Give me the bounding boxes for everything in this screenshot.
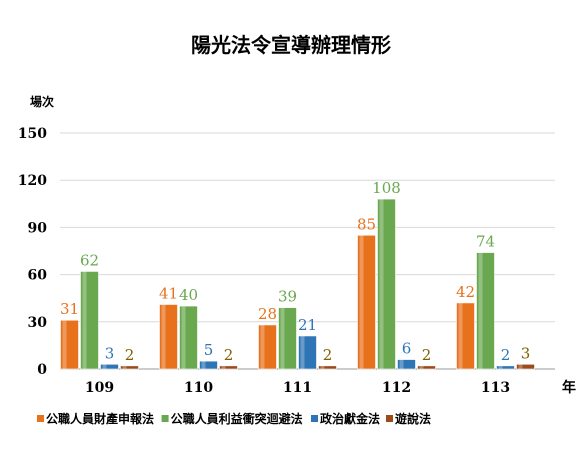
bar — [219, 365, 238, 370]
chart-title: 陽光法令宣導辦理情形 — [191, 33, 391, 57]
data-label: 2 — [501, 346, 511, 364]
data-label: 108 — [372, 179, 401, 197]
bar-highlight — [280, 307, 285, 369]
bar — [80, 271, 99, 370]
legend-entry: 遊說法 — [395, 411, 431, 426]
y-tick-label: 150 — [18, 126, 47, 142]
bar — [120, 365, 139, 370]
legend-swatch — [161, 415, 169, 422]
x-tick-label: 113 — [481, 380, 510, 396]
y-tick-label: 30 — [28, 315, 48, 331]
bar-highlight — [102, 364, 107, 369]
legend-swatch — [37, 415, 44, 422]
data-label: 2 — [125, 346, 135, 364]
bar-highlight — [419, 365, 424, 369]
bar — [298, 335, 317, 370]
data-label: 40 — [179, 286, 198, 304]
bar — [476, 252, 495, 370]
bar — [159, 304, 178, 370]
data-label: 2 — [224, 346, 234, 364]
bar-highlight — [201, 361, 206, 369]
data-label: 74 — [476, 233, 495, 251]
data-label: 42 — [456, 283, 475, 301]
bar-highlight — [260, 324, 265, 369]
legend-entry: 公職人員財產申報法 — [46, 411, 154, 426]
bar-highlight — [82, 271, 87, 369]
bar-highlight — [181, 306, 186, 369]
bar-highlight — [300, 335, 305, 369]
data-label: 41 — [159, 284, 178, 302]
data-label: 31 — [60, 300, 79, 318]
legend-swatch — [386, 415, 393, 422]
bar-highlight — [399, 359, 404, 369]
bar-highlight — [458, 302, 463, 369]
bar — [377, 198, 396, 370]
y-tick-labels: 0 30 60 90 120 150 — [18, 126, 47, 378]
data-label: 85 — [357, 215, 376, 233]
y-tick-label: 60 — [28, 268, 48, 284]
bar-highlight — [122, 365, 127, 369]
bar — [100, 363, 119, 370]
data-label: 6 — [402, 340, 412, 358]
bar-highlight — [221, 365, 226, 369]
data-label: 3 — [521, 344, 531, 362]
bars — [60, 198, 535, 370]
bar-highlight — [478, 252, 483, 369]
bar — [258, 324, 277, 370]
y-tick-label: 120 — [18, 173, 47, 189]
bar — [199, 360, 218, 370]
legend-entry: 政治獻金法 — [320, 411, 380, 426]
y-axis-label: 場次 — [30, 94, 54, 109]
bar — [417, 365, 436, 370]
bar — [278, 307, 297, 370]
legend-swatch — [311, 415, 318, 422]
legend-entry: 公職人員利益衝突迴避法 — [171, 411, 303, 426]
data-label: 62 — [80, 251, 99, 269]
bar-highlight — [498, 365, 503, 369]
bar-highlight — [518, 364, 523, 369]
data-label: 2 — [323, 346, 333, 364]
x-tick-label: 111 — [283, 380, 312, 396]
bar-highlight — [62, 320, 67, 369]
y-tick-label: 0 — [37, 362, 47, 378]
bar — [357, 234, 376, 370]
x-tick-label: 110 — [184, 380, 213, 396]
bar — [60, 319, 79, 370]
data-label: 21 — [298, 316, 317, 334]
data-label: 28 — [258, 305, 277, 323]
bar — [318, 365, 337, 370]
bar — [456, 302, 475, 370]
bar — [516, 363, 535, 370]
bar — [179, 305, 198, 370]
x-tick-label: 109 — [85, 380, 114, 396]
x-tick-labels: 109 110 111 112 113 — [85, 380, 510, 396]
bar-highlight — [161, 304, 166, 369]
bar — [496, 365, 515, 370]
data-label: 5 — [204, 341, 214, 359]
data-label: 2 — [422, 346, 432, 364]
x-axis-label: 年 — [562, 379, 576, 396]
bar — [397, 359, 416, 370]
data-label: 39 — [278, 288, 297, 306]
bar-highlight — [320, 365, 325, 369]
y-tick-label: 90 — [28, 220, 48, 236]
legend: 公職人員財產申報法 公職人員利益衝突迴避法 政治獻金法 遊說法 — [37, 411, 431, 426]
bar-highlight — [359, 235, 364, 369]
x-tick-label: 112 — [382, 380, 411, 396]
data-label: 3 — [105, 344, 115, 362]
bar-highlight — [379, 199, 384, 369]
